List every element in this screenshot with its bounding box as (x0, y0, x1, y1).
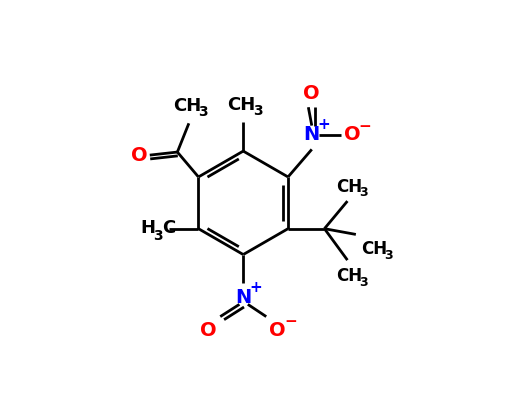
Text: −: − (358, 119, 371, 134)
Text: −: − (284, 314, 297, 329)
Text: H: H (140, 219, 155, 237)
Text: O: O (131, 146, 147, 165)
Text: 3: 3 (153, 228, 163, 242)
Text: +: + (249, 280, 262, 295)
Text: N: N (235, 288, 251, 307)
Text: O: O (304, 84, 320, 103)
Text: O: O (269, 321, 286, 340)
Text: 3: 3 (199, 105, 208, 119)
Text: 3: 3 (359, 276, 368, 289)
Text: CH: CH (336, 267, 362, 285)
Text: 3: 3 (359, 186, 368, 199)
Text: CH: CH (361, 240, 387, 258)
Text: 3: 3 (253, 104, 263, 118)
Text: O: O (200, 321, 217, 340)
Text: CH: CH (227, 96, 255, 114)
Text: C: C (162, 219, 175, 237)
Text: CH: CH (336, 178, 362, 195)
Text: +: + (317, 117, 330, 132)
Text: N: N (304, 125, 320, 144)
Text: CH: CH (173, 97, 201, 115)
Text: O: O (344, 125, 360, 144)
Text: 3: 3 (383, 249, 392, 261)
